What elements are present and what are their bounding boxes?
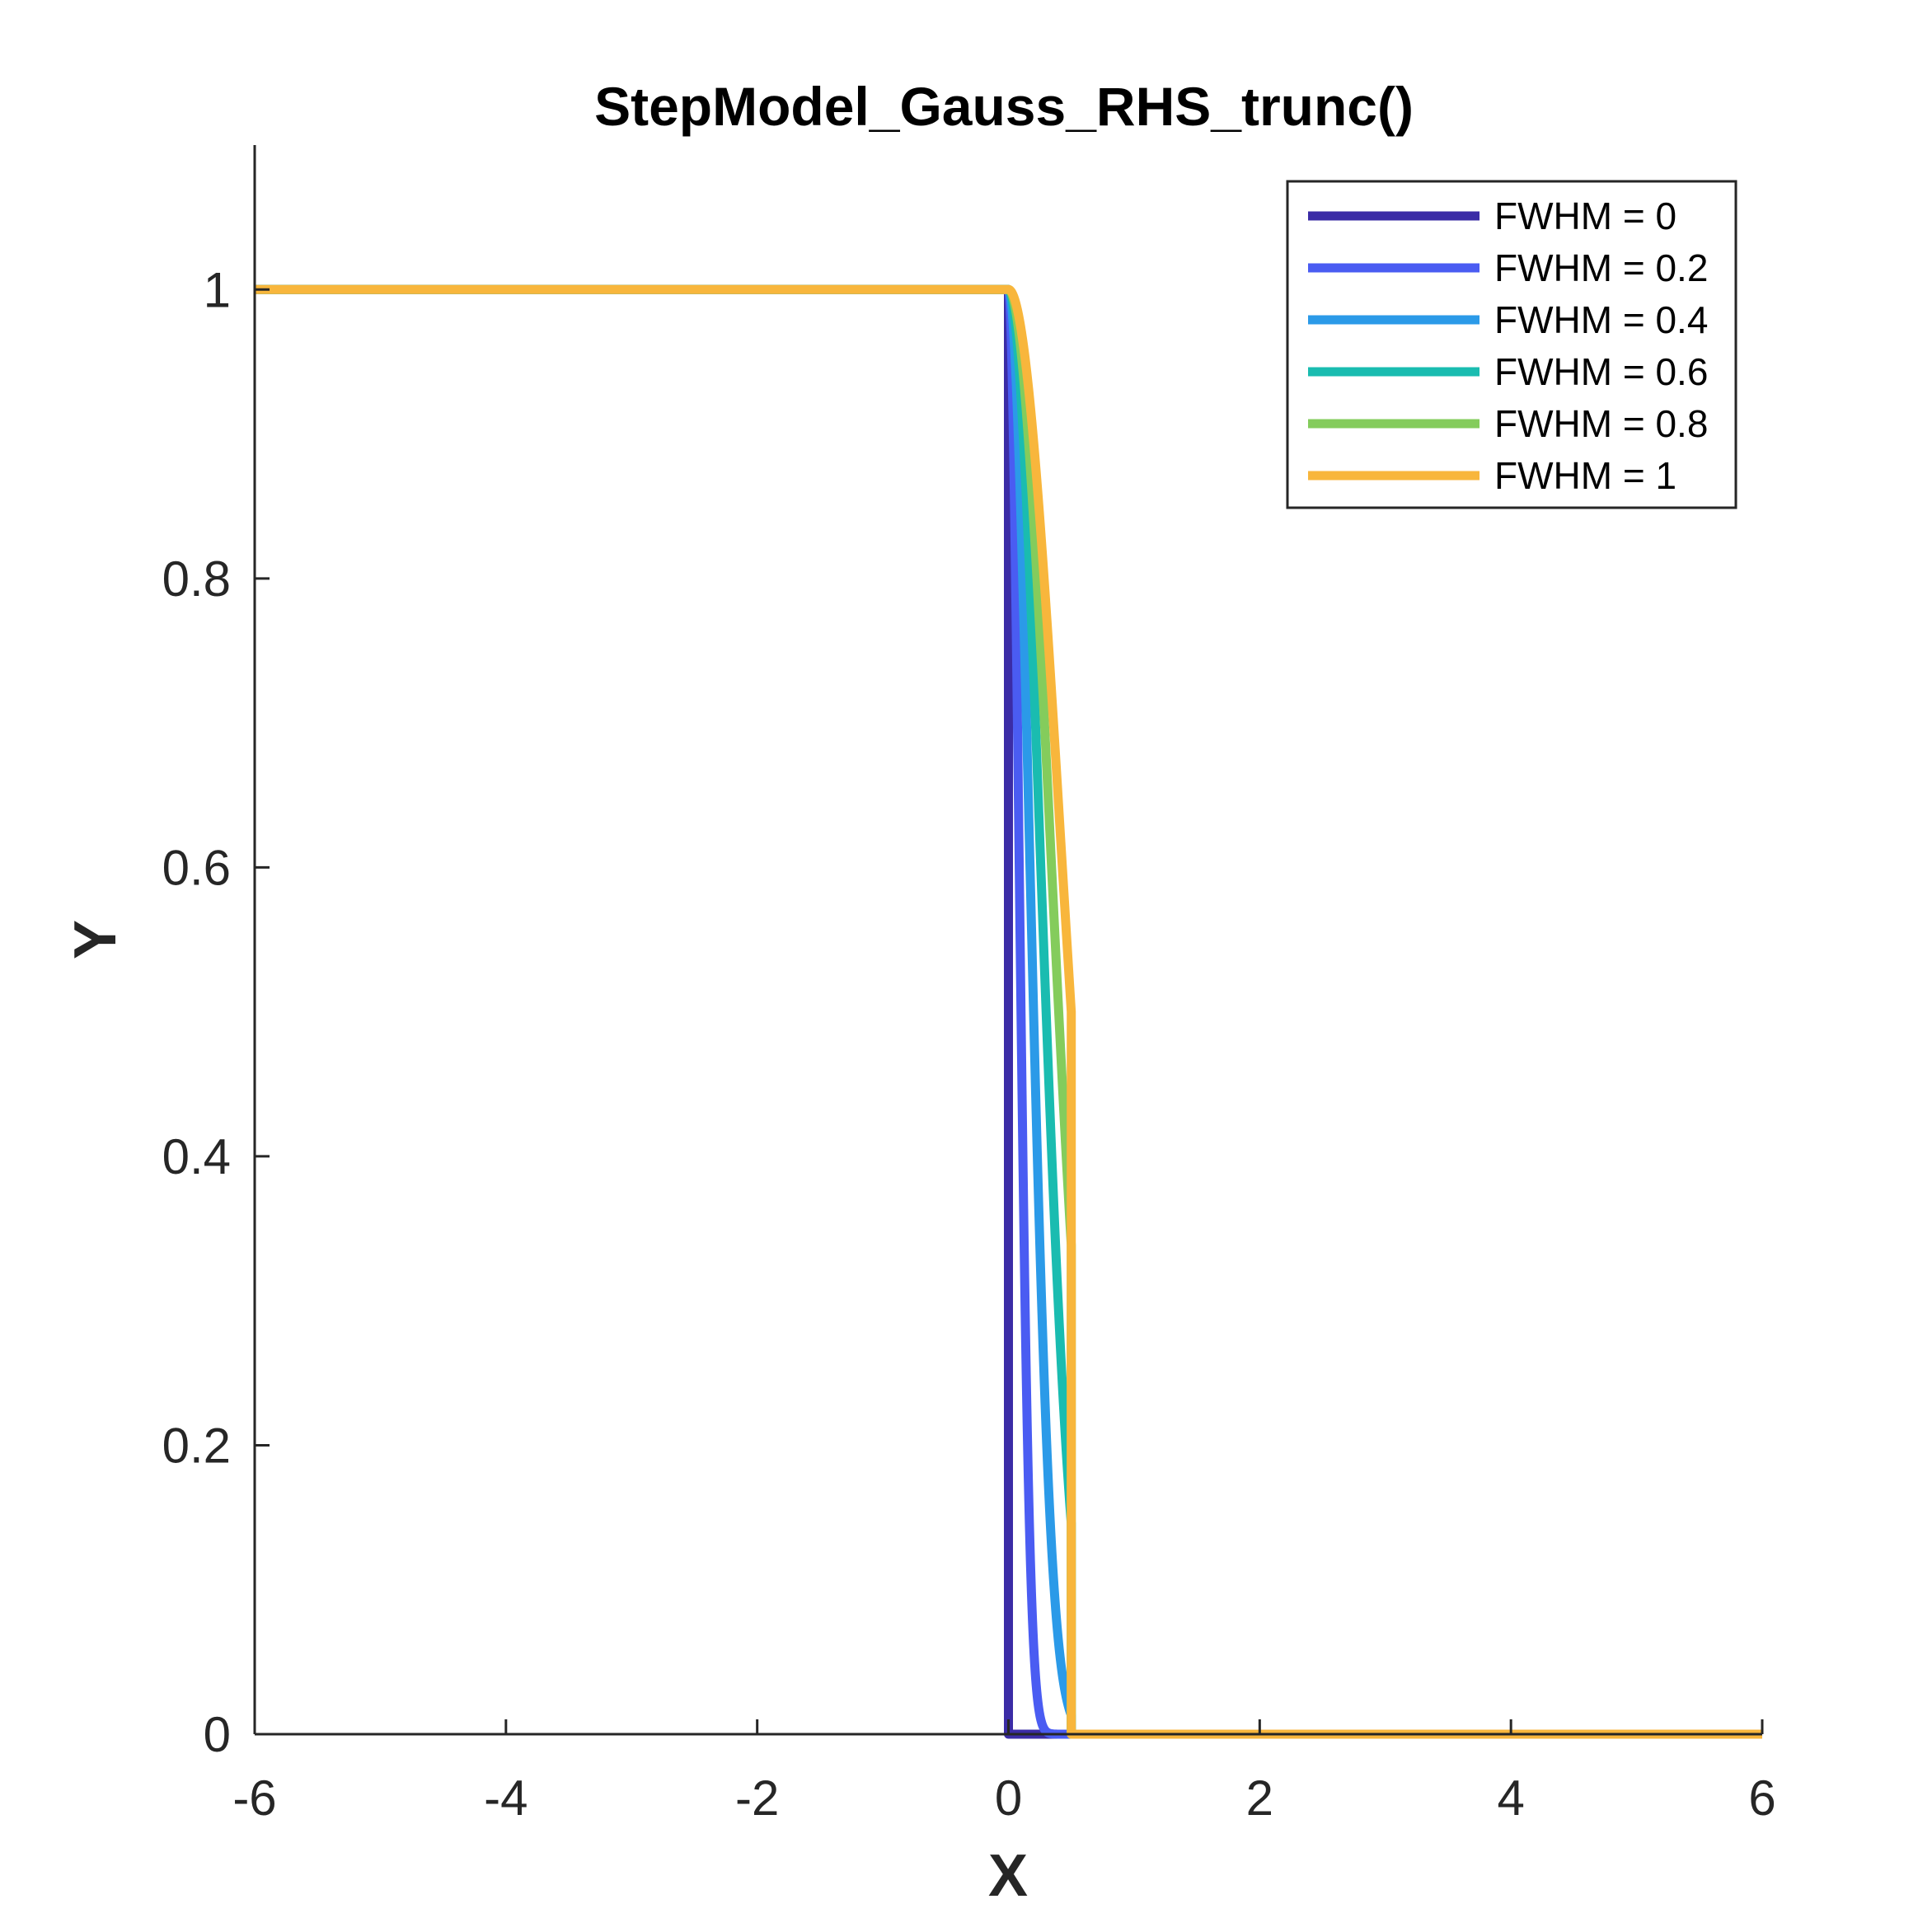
plot-lines [255,284,1762,1739]
series-line-2 [255,284,1762,1739]
x-axis-label: X [988,1843,1028,1909]
y-tick-label: 0 [204,1707,231,1762]
legend-box [1286,180,1737,509]
legend-label-4: FWHM = 0.8 [1494,402,1708,445]
x-ticks: -6 -4 -2 0 2 4 6 [232,1719,1776,1826]
axes: -6 -4 -2 0 2 4 6 0 0.2 0.4 0.6 0.8 1 [162,145,1776,1826]
legend-label-2: FWHM = 0.4 [1494,298,1708,341]
y-tick-label: 1 [204,262,231,317]
chart-title: StepModel_Gauss_RHS_trunc() [594,76,1414,137]
series-line-5 [255,284,1762,1739]
legend-label-1: FWHM = 0.2 [1494,246,1708,289]
x-tick-label: 0 [995,1770,1022,1826]
legend-entries: FWHM = 0 FWHM = 0.2 FWHM = 0.4 FWHM = 0.6 FW… [1308,195,1708,497]
x-tick-label: -6 [232,1770,276,1826]
x-tick-label: 6 [1748,1770,1775,1826]
y-tick-label: 0.8 [162,551,231,607]
x-tick-label: 4 [1497,1770,1524,1826]
legend-label-0: FWHM = 0 [1494,195,1676,237]
y-tick-label: 0.6 [162,840,231,895]
y-ticks: 0 0.2 0.4 0.6 0.8 1 [162,262,270,1762]
legend: FWHM = 0 FWHM = 0.2 FWHM = 0.4 FWHM = 0.6 FW… [1286,180,1737,509]
legend-label-3: FWHM = 0.6 [1494,350,1708,393]
y-tick-label: 0.2 [162,1418,231,1473]
y-tick-label: 0.4 [162,1129,231,1184]
x-tick-label: 2 [1246,1770,1273,1826]
y-axis-label: Y [63,920,129,959]
legend-label-5: FWHM = 1 [1494,454,1676,497]
x-tick-label: -2 [735,1770,779,1826]
x-tick-label: -4 [484,1770,528,1826]
